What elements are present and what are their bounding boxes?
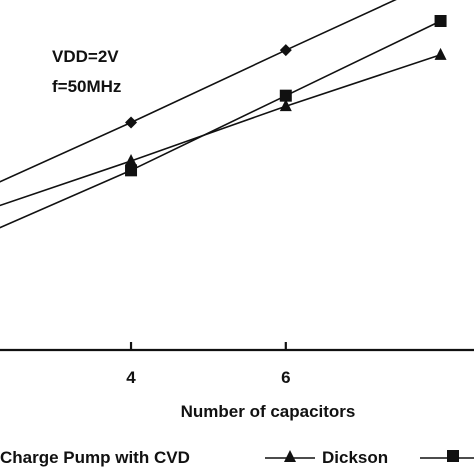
series-line-square (0, 20, 441, 229)
legend-marker-triangle-icon (284, 450, 296, 462)
data-point-diamond (125, 116, 138, 129)
legend-label-dickson: Dickson (322, 448, 388, 467)
x-tick-label-6: 6 (281, 368, 290, 387)
data-point-square (125, 164, 138, 177)
legend-label-cvd: Charge Pump with CVD (0, 448, 190, 467)
data-point-square (434, 15, 447, 27)
data-point-square (279, 89, 292, 102)
data-point-diamond (279, 44, 292, 57)
data-point-triangle (279, 99, 292, 112)
data-point-triangle (434, 47, 447, 60)
annotation-vdd: VDD=2V (52, 47, 119, 66)
series-line-diamond (0, 0, 397, 183)
annotation-frequency: f=50MHz (52, 77, 121, 96)
x-tick-label-4: 4 (126, 368, 136, 387)
legend-marker-square-icon (447, 450, 459, 462)
legend: Charge Pump with CVD Dickson (0, 448, 474, 467)
x-axis-label: Number of capacitors (181, 402, 356, 421)
data-point-triangle (125, 154, 138, 166)
